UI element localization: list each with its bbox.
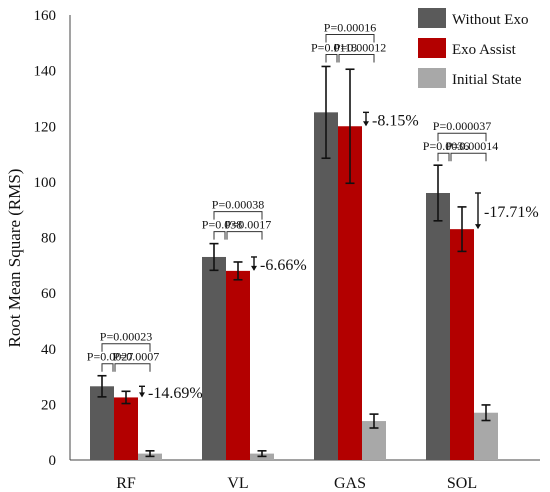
reduction-arrow-head: [475, 224, 481, 230]
p-bracket-without-vs-assist: [213, 231, 226, 240]
bar: [426, 193, 450, 460]
legend-label: Initial State: [452, 72, 522, 88]
reduction-label: -8.15%: [372, 112, 419, 129]
reduction-label: -6.66%: [260, 257, 307, 274]
y-tick-label: 40: [41, 342, 56, 358]
bar: [314, 112, 338, 460]
reduction-label: -17.71%: [484, 204, 539, 221]
x-tick-label: SOL: [447, 475, 477, 492]
p-value-label: P=0.0017: [225, 218, 271, 232]
y-axis-title: Root Mean Square (RMS): [5, 169, 24, 348]
x-tick-label: GAS: [334, 475, 366, 492]
reduction-label: -14.69%: [148, 385, 203, 402]
y-tick-label: 60: [41, 286, 56, 302]
y-tick-label: 0: [49, 453, 57, 469]
p-value-label: P=0.0027: [87, 350, 133, 364]
y-tick-label: 100: [34, 175, 57, 191]
legend-swatch: [418, 68, 446, 88]
y-tick-label: 160: [34, 8, 57, 24]
legend: Without Exo Exo Assist Initial State: [418, 8, 528, 88]
legend-swatch: [418, 38, 446, 58]
p-value-label: P=0.0036: [423, 139, 469, 153]
p-value-label: P=0.0118: [311, 40, 357, 54]
p-bracket-without-vs-initial: [437, 132, 487, 142]
y-tick-label: 120: [34, 119, 57, 135]
p-bracket-without-vs-initial: [101, 343, 151, 352]
p-bracket-without-vs-assist: [325, 53, 338, 63]
p-bracket-without-vs-initial: [325, 33, 375, 43]
p-bracket-assist-vs-initial: [226, 231, 263, 240]
p-bracket-without-vs-assist: [437, 152, 450, 162]
bar: [450, 229, 474, 460]
x-tick-label: VL: [227, 475, 248, 492]
p-value-label: P=0.00016: [324, 20, 376, 34]
y-tick-label: 20: [41, 397, 56, 413]
p-value-label: P=0.00014: [446, 139, 498, 153]
bars-group: [90, 112, 498, 460]
legend-label: Exo Assist: [452, 42, 517, 58]
reduction-arrow-head: [139, 392, 145, 398]
x-axis: RF VL GAS SOL: [70, 459, 540, 492]
p-bracket-without-vs-assist: [101, 363, 114, 372]
p-value-label: P=0.00038: [212, 198, 264, 212]
p-value-label: P=0.000037: [433, 119, 491, 133]
y-tick-label: 80: [41, 231, 56, 247]
bar: [114, 397, 138, 460]
p-bracket-without-vs-initial: [213, 211, 263, 220]
p-value-label: P=0.0007: [113, 350, 159, 364]
bar: [90, 386, 114, 460]
x-tick-label: RF: [116, 475, 136, 492]
error-bars-group: [97, 65, 491, 458]
legend-label: Without Exo: [452, 12, 528, 28]
legend-swatch: [418, 8, 446, 28]
p-bracket-assist-vs-initial: [114, 363, 151, 372]
y-axis-label: Root Mean Square (RMS): [5, 169, 24, 348]
y-tick-label: 140: [34, 64, 57, 80]
p-bracket-assist-vs-initial: [338, 53, 375, 63]
p-value-label: P=0.038: [202, 218, 242, 232]
significance-group: P=0.0027P=0.0007P=0.00023-14.69%P=0.038P…: [87, 20, 539, 401]
reduction-arrow-head: [363, 121, 369, 127]
reduction-arrow-head: [251, 265, 257, 271]
p-value-label: P=0.00012: [334, 40, 386, 54]
bar: [202, 256, 226, 460]
bar: [226, 270, 250, 460]
p-bracket-assist-vs-initial: [450, 152, 487, 162]
y-axis: 0 20 40 60 80 100 120 140 160: [34, 8, 71, 469]
p-value-label: P=0.00023: [100, 330, 152, 344]
